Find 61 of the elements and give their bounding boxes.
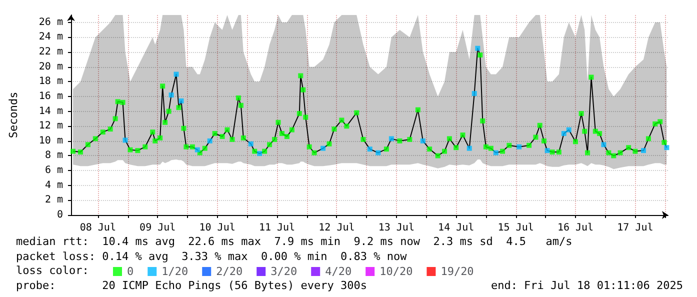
point xyxy=(493,150,498,156)
legend-label: 19/20 xyxy=(440,265,474,278)
point xyxy=(475,46,480,51)
legend-label: 2/20 xyxy=(216,265,243,278)
x-tick-label: 16 Jul xyxy=(557,222,594,234)
legend-label: 0 xyxy=(127,265,134,278)
point xyxy=(168,92,174,98)
point xyxy=(516,144,522,150)
y-tick-label: 14 m xyxy=(38,106,63,117)
x-tick-label: 13 Jul xyxy=(378,222,414,234)
point xyxy=(320,146,326,151)
point xyxy=(122,138,128,143)
legend-label: 10/20 xyxy=(380,265,413,278)
legend-label: 4/20 xyxy=(325,265,352,278)
point xyxy=(544,148,550,154)
y-tick-label: 18 m xyxy=(38,76,63,88)
x-tick-label: 11 Jul xyxy=(258,222,296,234)
point xyxy=(472,91,477,96)
y-tick-label: 20 m xyxy=(38,61,63,72)
point xyxy=(601,142,606,148)
y-tick-label: 24 m xyxy=(38,32,63,43)
text: median rtt: 10.4 ms avg 22.6 ms max 7.9 ms min 9.2 ms now 2.3 ms sd 4.5 am/s xyxy=(16,235,572,248)
y-tick-label: 2 m xyxy=(44,194,63,206)
x-tick-label: 08 Jul xyxy=(80,222,116,234)
y-tick-label: 4 m xyxy=(44,180,63,191)
text: probe: 20 ICMP Echo Pings (56 Bytes) every 300s xyxy=(16,279,367,292)
point xyxy=(561,131,566,136)
point xyxy=(566,127,572,132)
point xyxy=(174,72,179,77)
legend-title: loss color: xyxy=(16,264,89,277)
y-axis-title: Seconds xyxy=(7,92,20,138)
y-tick-label: 10 m xyxy=(38,135,63,146)
point xyxy=(641,148,646,154)
x-tick-label: 09 Jul xyxy=(140,222,176,234)
y-tick-label: 0 xyxy=(56,210,63,220)
point xyxy=(178,98,184,104)
point xyxy=(207,138,212,144)
y-tick-label: 6 m xyxy=(44,165,63,176)
x-tick-label: 15 Jul xyxy=(498,222,534,234)
point xyxy=(420,138,426,144)
point xyxy=(194,147,200,152)
y-tick-label: 8 m xyxy=(44,150,63,162)
point xyxy=(388,136,394,142)
point xyxy=(257,151,262,156)
legend-label: 3/20 xyxy=(270,265,298,278)
y-tick-label: 12 m xyxy=(38,120,63,132)
x-tick-label: 17 Jul xyxy=(617,222,654,234)
legend-label: 1/20 xyxy=(162,265,188,278)
y-tick-label: 16 m xyxy=(38,90,63,102)
text: packet loss: 0.14 % avg 3.33 % max 0.00 % min 0.83 % now xyxy=(16,250,408,263)
y-tick-label: 26 m xyxy=(38,16,63,28)
point xyxy=(376,150,381,156)
point xyxy=(248,141,254,146)
point xyxy=(466,146,472,151)
text: end: Fri Jul 18 01:11:06 2025 xyxy=(490,279,684,292)
x-tick-label: 10 Jul xyxy=(199,222,236,234)
y-tick-label: 22 m xyxy=(38,46,63,58)
point xyxy=(664,145,670,150)
point xyxy=(367,146,372,152)
x-tick-label: 14 Jul xyxy=(438,222,474,234)
x-tick-label: 12 Jul xyxy=(318,222,355,234)
